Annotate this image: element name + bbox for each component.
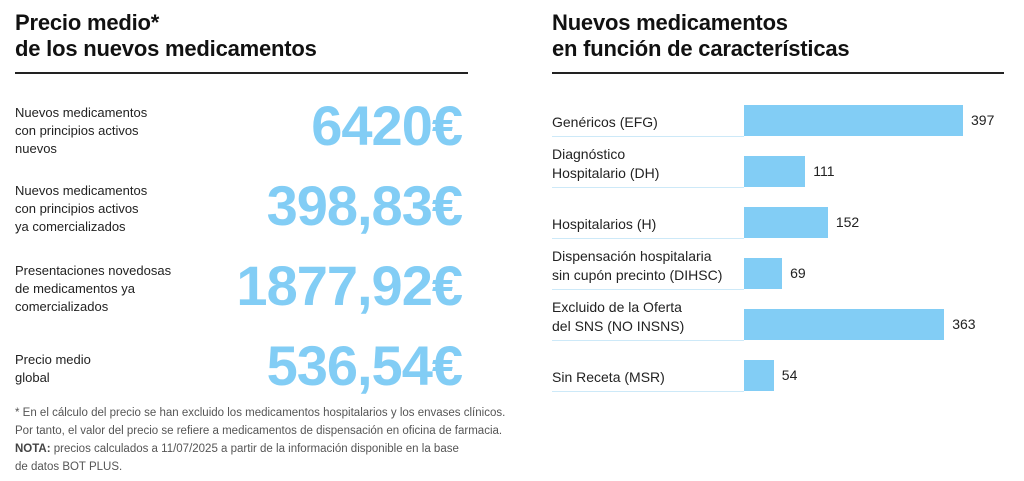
- row-separator: [552, 187, 744, 188]
- label-line: Presentaciones novedosas: [15, 263, 172, 278]
- chart-title: Nuevos medicamentos en función de caract…: [552, 10, 850, 62]
- category-label-line: del SNS (NO INSNS): [552, 318, 685, 334]
- category-label-line: Hospitalario (DH): [552, 165, 660, 181]
- category-label: Excluido de la Oferta del SNS (NO INSNS): [552, 298, 684, 336]
- category-label-line: Excluido de la Oferta: [552, 299, 682, 315]
- label-line: con principios activos: [15, 123, 139, 138]
- category-label-line: Hospitalarios (H): [552, 216, 657, 232]
- label-line: global: [15, 370, 50, 385]
- label-line: Nuevos medicamentos: [15, 183, 148, 198]
- nota-label: NOTA:: [15, 443, 51, 455]
- title-line-2: en función de características: [552, 36, 850, 61]
- label-line: Precio medio: [15, 352, 91, 367]
- price-panel-title: Precio medio* de los nuevos medicamentos: [15, 10, 317, 62]
- stat-value-new-presentations: 1877,92€: [236, 254, 463, 317]
- row-separator: [552, 136, 744, 137]
- bar-value-label: 54: [781, 367, 798, 383]
- stat-value-existing-active: 398,83€: [266, 174, 463, 237]
- category-label: Hospitalarios (H): [552, 215, 656, 234]
- row-separator: [552, 238, 744, 239]
- bar-value-label: 363: [952, 316, 976, 332]
- bar-value-label: 152: [835, 214, 860, 230]
- category-label: Dispensación hospitalaria sin cupón preci…: [552, 247, 722, 285]
- title-divider: [15, 72, 468, 74]
- label-line: comercializados: [15, 299, 109, 314]
- title-line-2: de los nuevos medicamentos: [15, 36, 317, 61]
- category-label-line: Diagnóstico: [552, 146, 626, 162]
- bar-value-label: 69: [790, 265, 806, 281]
- title-line-1: Precio medio*: [15, 10, 160, 35]
- category-label-line: sin cupón precinto (DIHSC): [552, 267, 723, 283]
- footnote-line: precios calculados a 11/07/2025 a partir…: [50, 443, 459, 455]
- bar-value-label: 397: [971, 112, 995, 128]
- row-separator: [552, 289, 744, 290]
- bar: [744, 105, 963, 136]
- footnote-line: * En el cálculo del precio se han exclui…: [15, 407, 506, 419]
- category-label-line: Genéricos (EFG): [552, 114, 658, 130]
- label-line: Nuevos medicamentos: [15, 105, 148, 120]
- label-line: ya comercializados: [15, 219, 126, 234]
- row-separator: [552, 391, 744, 392]
- bar: [744, 309, 945, 340]
- category-label: Diagnóstico Hospitalario (DH): [552, 145, 659, 183]
- category-label-line: Dispensación hospitalaria: [552, 248, 712, 264]
- footnote-line: de datos BOT PLUS.: [15, 461, 123, 473]
- bar: [744, 156, 806, 187]
- category-label-line: Sin Receta (MSR): [552, 369, 665, 385]
- label-line: con principios activos: [15, 201, 139, 216]
- row-separator: [552, 340, 744, 341]
- footnotes: * En el cálculo del precio se han exclui…: [15, 404, 535, 476]
- title-line-1: Nuevos medicamentos: [552, 10, 788, 35]
- bar: [744, 360, 774, 391]
- stat-label-global: Precio medio global: [15, 351, 91, 387]
- chart-title-divider: [552, 72, 1004, 74]
- bar-value-label: 111: [813, 163, 835, 179]
- footnote-line: Por tanto, el valor del precio se refier…: [15, 425, 503, 437]
- label-line: nuevos: [15, 141, 57, 156]
- category-label: Genéricos (EFG): [552, 113, 658, 132]
- stat-value-global: 536,54€: [266, 334, 463, 397]
- stat-label-existing-active: Nuevos medicamentos con principios activ…: [15, 182, 147, 236]
- stat-label-new-presentations: Presentaciones novedosas de medicamentos…: [15, 262, 171, 316]
- footnote-nota: NOTA: precios calculados a 11/07/2025 a …: [15, 440, 535, 458]
- bar: [744, 207, 828, 238]
- label-line: de medicamentos ya: [15, 281, 135, 296]
- stat-label-new-active: Nuevos medicamentos con principios activ…: [15, 104, 147, 158]
- stat-value-new-active: 6420€: [311, 94, 463, 157]
- category-label: Sin Receta (MSR): [552, 368, 665, 387]
- bar: [744, 258, 783, 289]
